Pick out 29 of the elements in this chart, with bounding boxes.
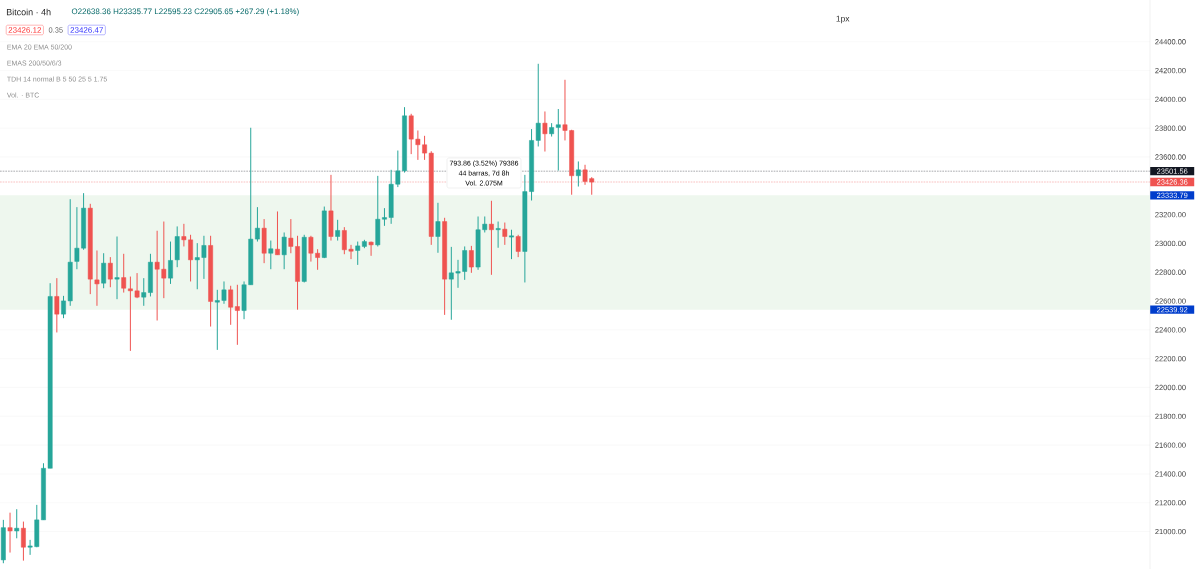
- candlestick: [281, 231, 287, 270]
- candlestick: [168, 241, 173, 285]
- candlestick: [555, 108, 561, 172]
- candlestick: [489, 200, 494, 276]
- candlestick: [509, 229, 514, 260]
- candlestick: [174, 225, 180, 268]
- candlestick: [54, 277, 60, 333]
- candlestick: [107, 256, 113, 288]
- text: Bitcoin · 4h: [6, 8, 51, 16]
- candlestick: [7, 512, 13, 554]
- candlestick: [121, 253, 127, 294]
- candlestick: [268, 240, 274, 270]
- candlestick: [575, 160, 581, 188]
- candlestick: [542, 110, 548, 153]
- candlestick: [234, 284, 240, 346]
- candlestick: [335, 219, 341, 242]
- candlestick: [468, 245, 474, 274]
- candlestick: [495, 221, 501, 249]
- candlestick: [101, 252, 107, 289]
- candlestick: [515, 234, 521, 258]
- candlestick: [275, 210, 280, 256]
- candlestick: [228, 285, 234, 326]
- candlestick: [21, 521, 26, 562]
- candlestick: [14, 508, 20, 539]
- candlestick: [368, 241, 374, 257]
- annotation: 1px: [836, 15, 850, 24]
- candlestick: [502, 222, 508, 246]
- candlestick: [435, 202, 441, 254]
- candlestick: [114, 236, 120, 300]
